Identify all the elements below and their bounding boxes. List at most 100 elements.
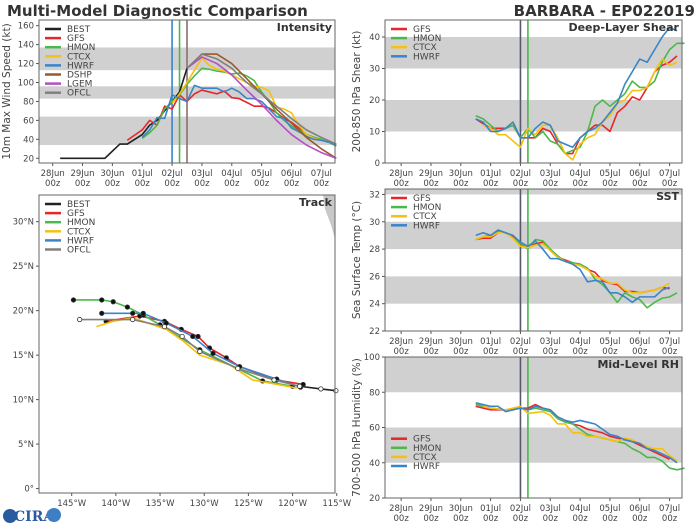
track-point-ofcl <box>235 365 241 372</box>
x-tick-label-date: 04Jul <box>570 504 591 514</box>
x-tick-label-hour: 00z <box>513 179 529 189</box>
x-tick-label-date: 07Jul <box>659 337 680 347</box>
x-tick-label-date: 28Jun <box>389 337 413 347</box>
x-tick-label-hour: 00z <box>572 179 588 189</box>
storm-name: BARBARA - EP022019 <box>514 2 695 20</box>
rh-panel: 2040608010028Jun00z29Jun00z30Jun00z01Jul… <box>351 353 685 524</box>
x-tick-label-hour: 00z <box>423 179 439 189</box>
legend-label: CTCX <box>413 453 437 463</box>
y-tick-label: 80 <box>23 97 34 107</box>
x-tick-label-hour: 00z <box>284 179 300 189</box>
y-tick-label: 40 <box>369 33 380 43</box>
x-tick-label-hour: 00z <box>194 179 210 189</box>
x-tick-label-date: 01Jul <box>480 337 501 347</box>
series-line-gfs <box>475 403 670 460</box>
panel-title: Deep-Layer Shear <box>568 21 679 34</box>
x-tick-label-date: 01Jul <box>480 504 501 514</box>
track-point-ofcl <box>161 324 168 330</box>
legend-label: HWRF <box>67 236 94 246</box>
series-line-hwrf <box>475 26 678 149</box>
series-line-hwrf <box>475 229 670 304</box>
legend-label: OFCL <box>67 89 91 99</box>
y-tick-label: 100 <box>364 353 380 363</box>
x-tick-label-hour: 00z <box>662 347 678 357</box>
legend-label: CTCX <box>413 212 437 222</box>
x-tick-label: 115°W <box>322 499 351 509</box>
plot-area <box>385 189 682 331</box>
y-tick-label: 20 <box>23 154 34 164</box>
track-point-hmon <box>70 297 77 303</box>
y-tick-label: 20°N <box>13 307 34 317</box>
track-point-ofcl <box>77 316 83 323</box>
x-tick-label-date: 28Jun <box>389 169 413 179</box>
x-tick-label-hour: 00z <box>453 514 469 524</box>
y-tick-label: 30 <box>369 65 380 75</box>
y-tick-label: 120 <box>18 60 34 70</box>
legend-label: BEST <box>67 25 91 35</box>
x-tick-label-date: 01Jul <box>132 169 153 179</box>
x-tick-label-date: 07Jul <box>311 169 332 179</box>
track-point-hwrf <box>130 310 136 316</box>
x-tick-label-hour: 00z <box>105 179 121 189</box>
legend-label: HWRF <box>413 462 440 472</box>
x-tick-label-date: 03Jul <box>540 169 561 179</box>
y-tick-label: 140 <box>18 41 34 51</box>
y-tick-label: 40 <box>23 135 34 145</box>
x-tick-label: 120°W <box>278 499 307 509</box>
x-tick-label-date: 29Jun <box>70 169 94 179</box>
track-point-hmon <box>110 299 116 305</box>
track-point-hwrf <box>190 333 196 340</box>
track-point-best <box>318 386 324 392</box>
panel-title: Mid-Level RH <box>597 358 679 371</box>
x-tick-label-hour: 00z <box>483 179 499 189</box>
y-tick-label: 30 <box>369 218 380 228</box>
x-tick-label-hour: 00z <box>632 514 648 524</box>
y-tick-label: 60 <box>23 116 34 126</box>
legend-label: LGEM <box>67 80 92 90</box>
y-tick-label: 24 <box>369 300 380 310</box>
legend-label: HMON <box>67 218 95 228</box>
x-tick-label-hour: 00z <box>543 347 559 357</box>
y-tick-label: 160 <box>18 22 34 32</box>
plot-frame <box>384 188 683 332</box>
series-line-hmon <box>475 42 685 155</box>
x-tick-label-date: 07Jul <box>659 169 680 179</box>
panel-title: SST <box>656 190 679 203</box>
plot-frame <box>38 19 336 164</box>
x-tick-label-date: 06Jul <box>281 169 302 179</box>
legend-label: GFS <box>413 194 431 204</box>
legend-label: GFS <box>413 25 431 35</box>
legend-label: HWRF <box>413 221 440 231</box>
x-tick-label-hour: 00z <box>164 179 180 189</box>
x-tick-label-hour: 00z <box>453 347 469 357</box>
y-tick-label: 25°N <box>13 262 34 272</box>
x-tick-label: 140°W <box>101 499 130 509</box>
series-line-ctcx <box>482 58 678 161</box>
shaded-band <box>385 276 682 304</box>
shaded-band <box>385 357 682 393</box>
cira-logo: CIRA <box>3 508 61 525</box>
x-tick-label-date: 29Jun <box>419 504 443 514</box>
x-tick-label-date: 03Jul <box>540 504 561 514</box>
legend-label: HMON <box>413 34 441 44</box>
legend-label: CTCX <box>67 52 91 62</box>
x-tick-label-date: 04Jul <box>570 169 591 179</box>
track-point-hwrf <box>210 350 216 356</box>
legend-label: OFCL <box>67 246 91 256</box>
track-panel: 0° 5°N 10°N 15°N 20°N 25°N 30°N 145°W 140°W 135°W… <box>13 194 352 509</box>
series-line-lgem <box>186 56 337 160</box>
y-tick-label: 20 <box>369 494 380 504</box>
x-tick-label-date: 28Jun <box>41 169 65 179</box>
x-tick-label-hour: 00z <box>453 179 469 189</box>
x-tick-label-hour: 00z <box>423 514 439 524</box>
logo-text: CIRA <box>14 509 55 525</box>
x-tick-label-hour: 00z <box>135 179 151 189</box>
x-tick-label: 145°W <box>57 499 86 509</box>
x-tick-label-hour: 00z <box>632 179 648 189</box>
track-point-hmon <box>124 304 130 310</box>
x-tick-label-hour: 00z <box>662 514 678 524</box>
